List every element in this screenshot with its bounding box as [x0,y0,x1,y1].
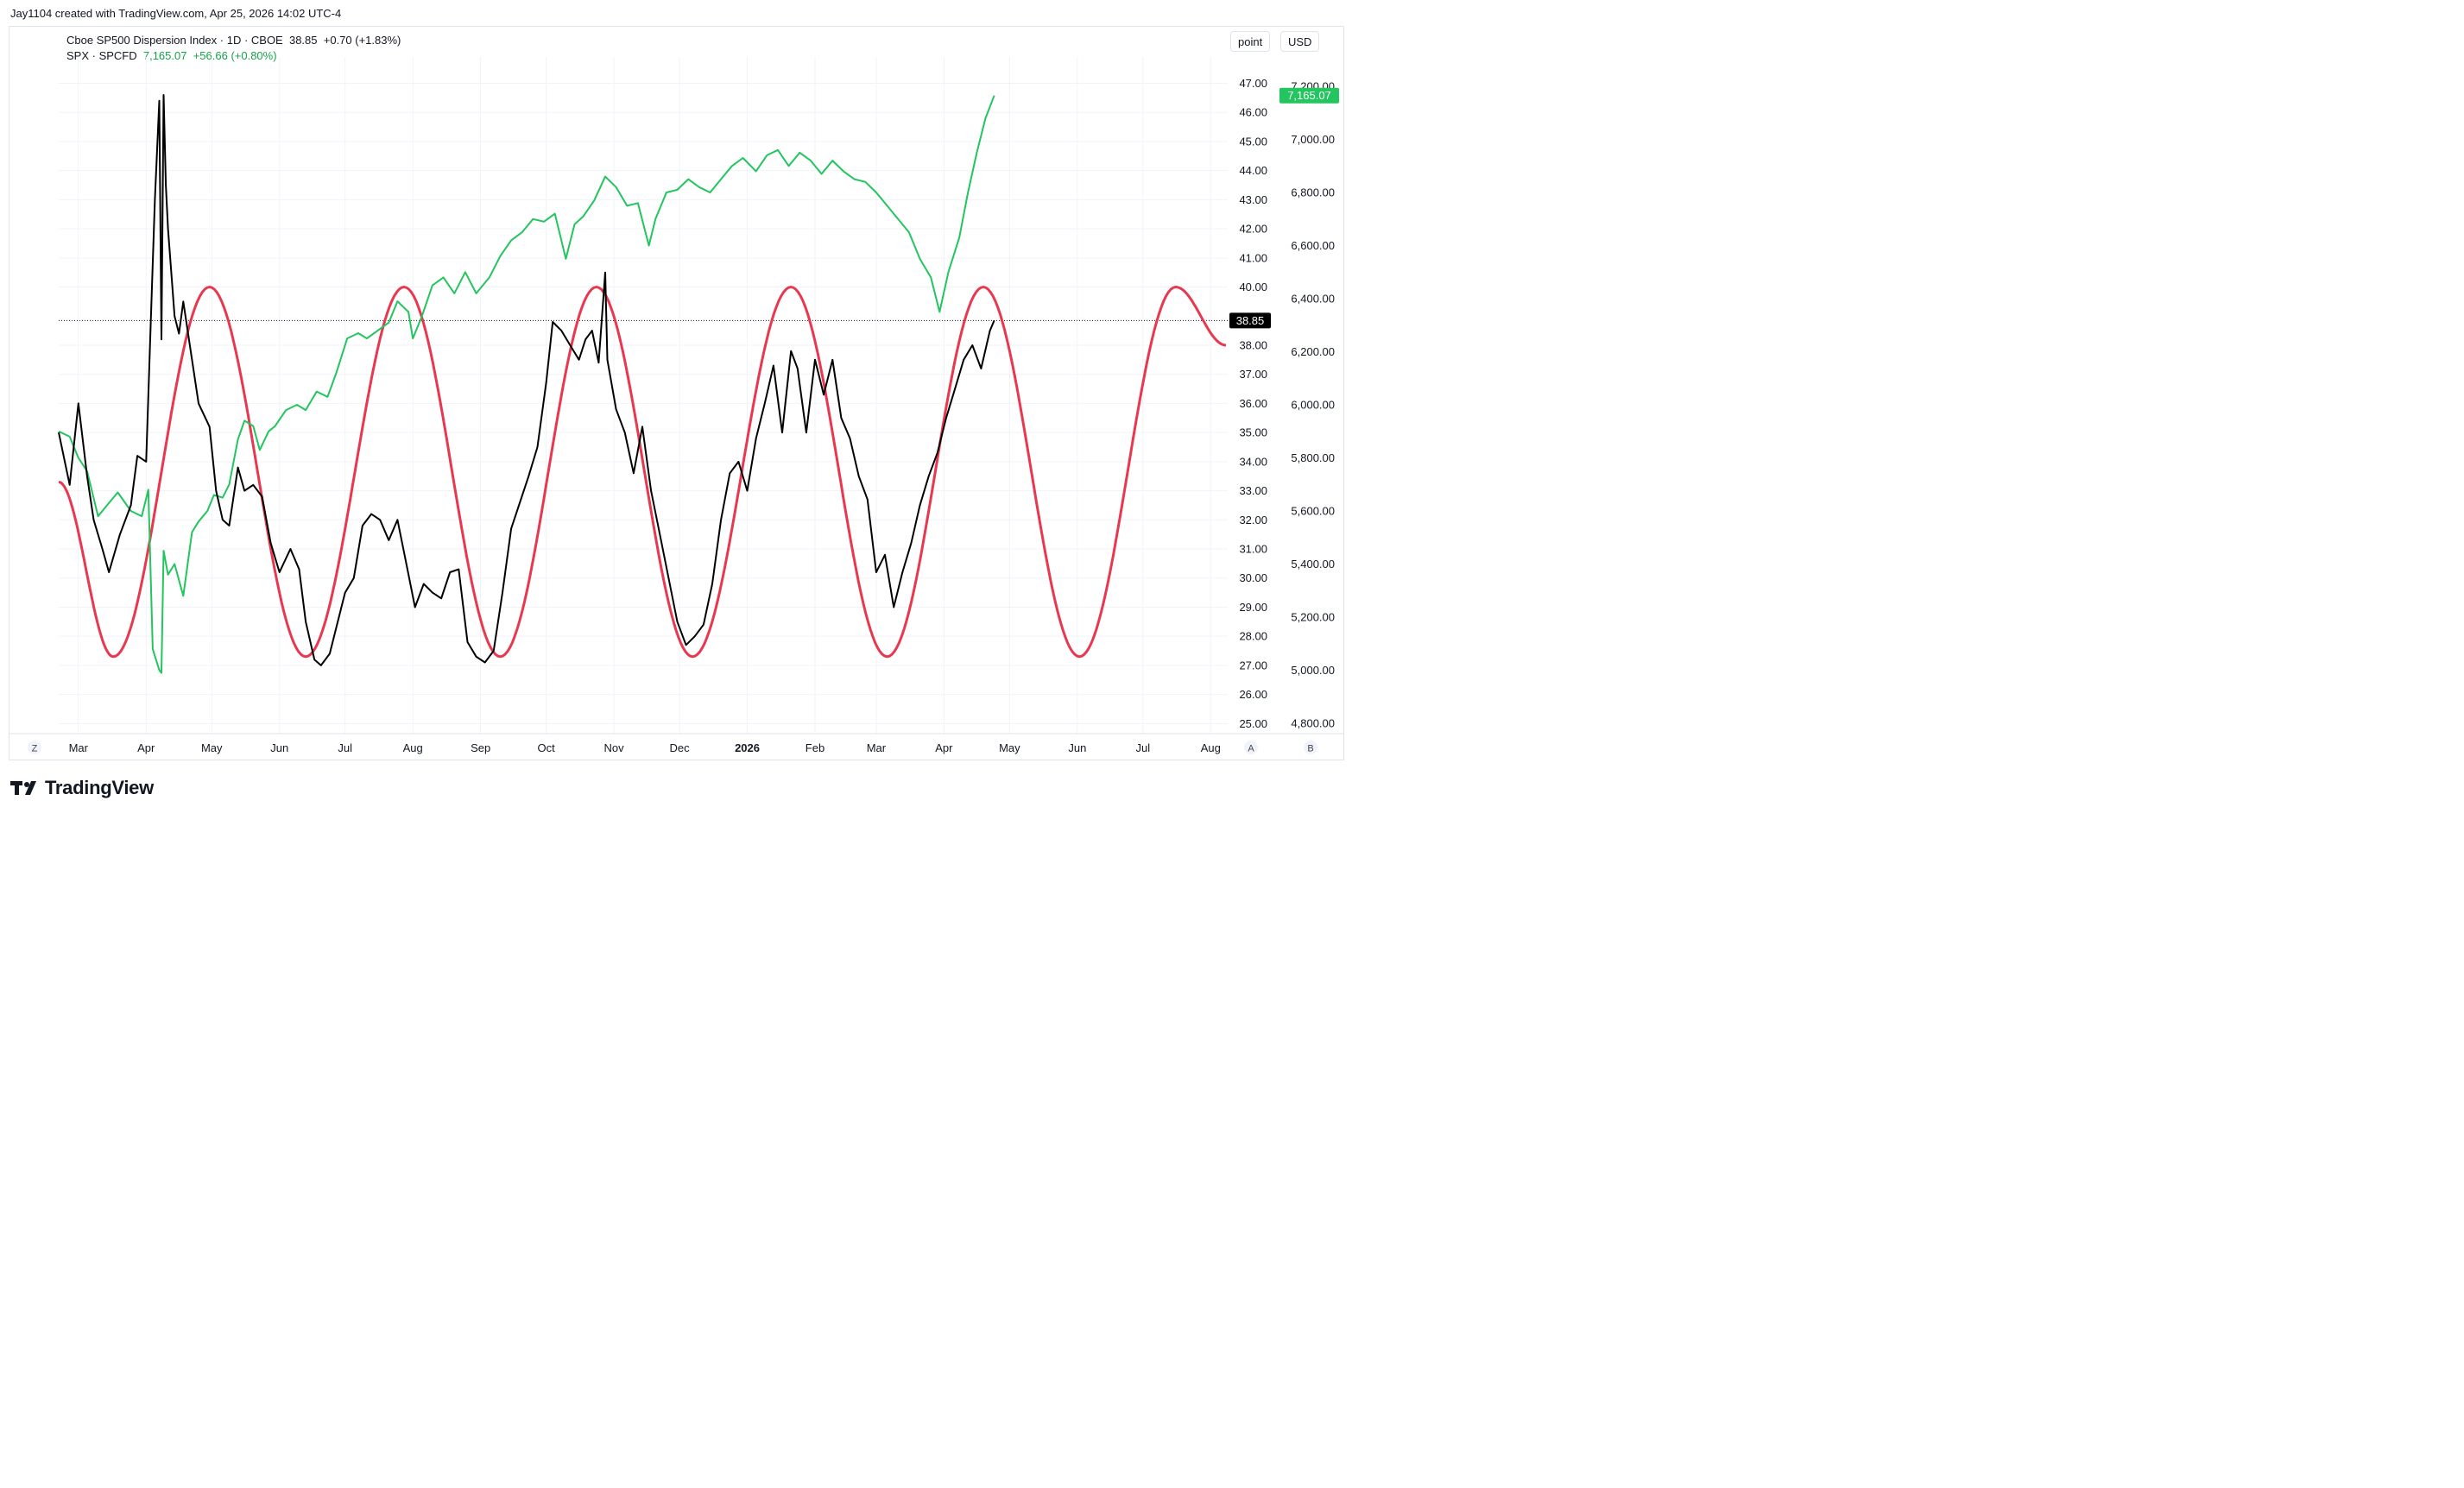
legend-dispersion-value: 38.85 [288,34,318,47]
legend-spx-value: 7,165.07 [142,49,187,62]
tradingview-logo-icon [10,781,36,795]
scale-point-button[interactable]: point [1230,31,1271,52]
chart-credit: Jay1104 created with TradingView.com, Ap… [10,7,342,20]
legend-spx[interactable]: SPX · SPCFD 7,165.07 +56.66 (+0.80%) [66,48,401,64]
chart-frame [9,26,1344,760]
legend-spx-name: SPX · SPCFD [66,49,137,62]
tradingview-wordmark: TradingView [45,777,154,798]
currency-usd-button[interactable]: USD [1280,31,1320,52]
legend-dispersion-name: Cboe SP500 Dispersion Index · 1D · CBOE [66,34,283,47]
legend-dispersion[interactable]: Cboe SP500 Dispersion Index · 1D · CBOE … [66,33,401,48]
legend-dispersion-change: +0.70 (+1.83%) [323,34,401,47]
legend: Cboe SP500 Dispersion Index · 1D · CBOE … [66,33,401,64]
legend-spx-change: +56.66 (+0.80%) [193,49,277,62]
tradingview-logo[interactable]: TradingView [10,777,154,799]
